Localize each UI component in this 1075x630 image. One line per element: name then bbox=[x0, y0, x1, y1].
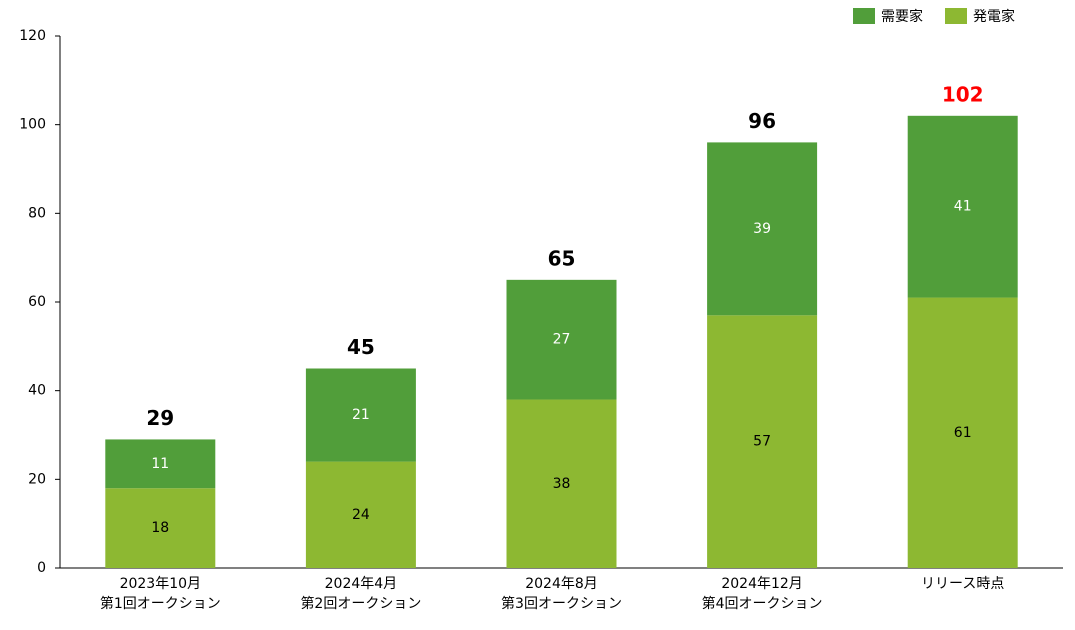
total-label: 96 bbox=[748, 109, 776, 133]
total-label: 102 bbox=[942, 82, 984, 106]
y-tick-label: 0 bbox=[37, 560, 46, 576]
x-tick-label: 第1回オークション bbox=[100, 595, 221, 612]
data-label: 18 bbox=[151, 520, 169, 536]
y-tick-label: 40 bbox=[28, 383, 46, 399]
x-tick-label: 2024年12月 bbox=[721, 576, 802, 592]
bar-segment bbox=[907, 115, 1018, 298]
legend-label: 発電家 bbox=[973, 8, 1015, 25]
x-tick-label: リリース時点 bbox=[921, 576, 1004, 592]
x-tick-label: 2024年4月 bbox=[325, 576, 398, 592]
y-tick-label: 100 bbox=[19, 117, 46, 133]
bar-segment bbox=[105, 439, 216, 489]
x-tick-label: 第2回オークション bbox=[300, 595, 421, 612]
x-tick-label: 第3回オークション bbox=[501, 595, 622, 612]
bar-segment bbox=[707, 142, 818, 316]
data-label: 24 bbox=[352, 507, 370, 523]
x-tick-label: 2024年8月 bbox=[525, 576, 598, 592]
y-tick-label: 120 bbox=[19, 28, 46, 44]
legend-swatch bbox=[853, 8, 875, 24]
total-label: 45 bbox=[347, 335, 375, 359]
bar-segment bbox=[105, 488, 216, 568]
data-label: 27 bbox=[553, 332, 571, 348]
x-tick-label: 第4回オークション bbox=[702, 595, 823, 612]
y-tick-label: 60 bbox=[28, 294, 46, 310]
x-tick-label: 2023年10月 bbox=[120, 576, 201, 592]
data-label: 57 bbox=[753, 434, 771, 450]
total-label: 65 bbox=[548, 246, 576, 270]
data-label: 38 bbox=[553, 476, 571, 492]
data-label: 21 bbox=[352, 407, 370, 423]
bar-segment bbox=[707, 315, 818, 568]
legend-swatch bbox=[945, 8, 967, 24]
total-label: 29 bbox=[146, 406, 174, 430]
y-tick-label: 80 bbox=[28, 205, 46, 221]
data-label: 11 bbox=[151, 456, 169, 472]
bar-segment bbox=[907, 297, 1018, 568]
bar-segment bbox=[305, 368, 416, 462]
data-label: 61 bbox=[954, 425, 972, 441]
y-tick-label: 20 bbox=[28, 471, 46, 487]
data-label: 39 bbox=[753, 221, 771, 237]
legend-label: 需要家 bbox=[881, 8, 923, 25]
bar-segment bbox=[305, 461, 416, 568]
data-label: 41 bbox=[954, 199, 972, 215]
bar-segment bbox=[506, 399, 617, 568]
bar-segment bbox=[506, 279, 617, 400]
